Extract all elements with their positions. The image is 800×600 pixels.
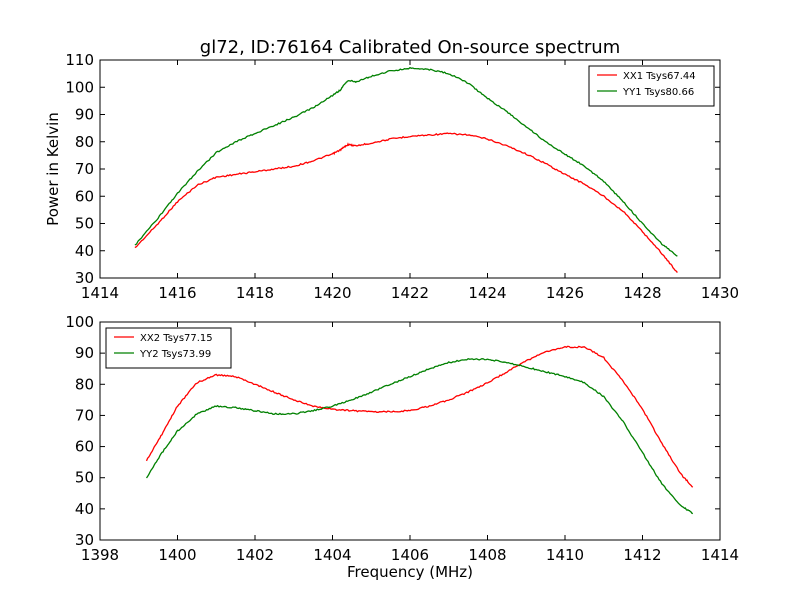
x-tick-label: 1404 xyxy=(313,546,351,564)
y-tick-label: 50 xyxy=(75,469,94,487)
y-tick-label: 100 xyxy=(65,78,94,96)
y-tick-label: 70 xyxy=(75,406,94,424)
legend-label: YY2 Tsys73.99 xyxy=(139,349,211,360)
y-tick-label: 90 xyxy=(75,344,94,362)
x-tick-label: 1420 xyxy=(313,284,351,302)
bottom-panel: 1398 1400 1402 1404 1406 1408 1410 1412 1414 30 40… xyxy=(65,313,739,581)
y-axis-label: Power in Kelvin xyxy=(44,112,62,226)
top-panel: 1414 1416 1418 1420 1422 1424 1426 1428 1430 30 40… xyxy=(44,51,739,302)
x-tick-label: 1424 xyxy=(468,284,506,302)
y-tick-label: 60 xyxy=(75,187,94,205)
y-tick-label: 110 xyxy=(65,51,94,69)
chart-title: gl72, ID:76164 Calibrated On-source spec… xyxy=(200,37,620,58)
x-tick-label: 1400 xyxy=(158,546,196,564)
y-tick-label: 70 xyxy=(75,160,94,178)
y-tick-label: 90 xyxy=(75,106,94,124)
y-tick-label: 50 xyxy=(75,215,94,233)
x-tick-label: 1414 xyxy=(81,284,119,302)
x-tick-label: 1408 xyxy=(468,546,506,564)
x-tick-label: 1402 xyxy=(236,546,274,564)
x-tick-label: 1428 xyxy=(623,284,661,302)
y-tick-label: 40 xyxy=(75,242,94,260)
legend-label: XX1 Tsys67.44 xyxy=(623,71,696,82)
legend-box xyxy=(105,327,232,369)
series-line-2 xyxy=(134,66,678,257)
series-line-2 xyxy=(145,358,694,515)
x-tick-label: 1414 xyxy=(701,546,739,564)
y-tick-label: 100 xyxy=(65,313,94,331)
x-axis-label: Frequency (MHz) xyxy=(347,563,473,581)
x-tick-label: 1410 xyxy=(546,546,584,564)
y-tick-label: 80 xyxy=(75,375,94,393)
y-tick-label: 80 xyxy=(75,133,94,151)
y-tick-label: 60 xyxy=(75,438,94,456)
x-tick-label: 1430 xyxy=(701,284,739,302)
x-tick-label: 1426 xyxy=(546,284,584,302)
y-tick-label: 30 xyxy=(75,269,94,287)
x-tick-label: 1422 xyxy=(391,284,429,302)
x-tick-label: 1406 xyxy=(391,546,429,564)
y-tick-label: 40 xyxy=(75,500,94,518)
y-tick-label: 30 xyxy=(75,531,94,549)
legend-label: XX2 Tsys77.15 xyxy=(140,333,213,344)
x-tick-label: 1412 xyxy=(623,546,661,564)
legend-label: YY1 Tsys80.66 xyxy=(622,87,694,98)
legend-box xyxy=(588,65,715,107)
x-tick-label: 1418 xyxy=(236,284,274,302)
series-line-1 xyxy=(134,132,678,273)
x-tick-label: 1398 xyxy=(81,546,119,564)
series-line-1 xyxy=(145,345,694,488)
x-tick-label: 1416 xyxy=(158,284,196,302)
